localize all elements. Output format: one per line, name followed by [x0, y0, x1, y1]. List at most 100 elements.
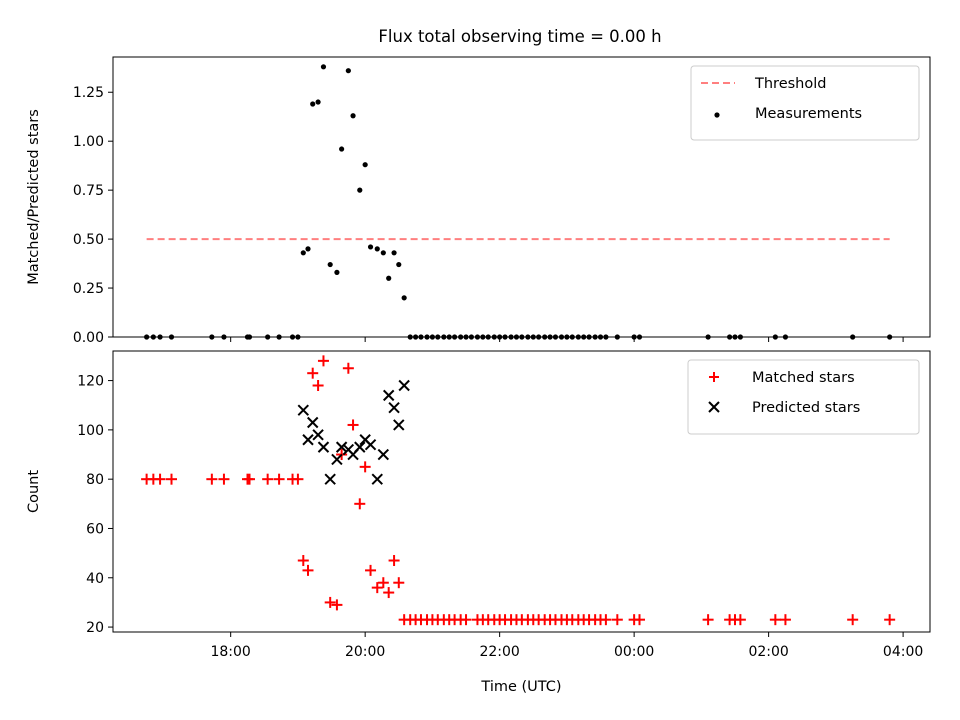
measurement-point — [513, 334, 520, 340]
predicted-star-point — [324, 473, 336, 485]
matched-star-point — [342, 362, 354, 374]
measurement-point — [396, 261, 402, 268]
legend: Threshold Measurements — [690, 65, 920, 141]
x-stroke — [335, 441, 348, 453]
matched-star-point — [847, 614, 859, 626]
top-panel-ratio: 0.00 0.25 0.50 0.75 1.00 1.25 Matched/Predicte… — [26, 56, 931, 346]
y-axis-label: Matched/Predicted stars — [26, 109, 42, 285]
matched-star-point — [600, 614, 612, 626]
measurement-point — [614, 334, 620, 340]
legend-frame — [690, 65, 920, 141]
legend-label: Measurements — [755, 106, 862, 122]
measurement-point — [345, 68, 351, 74]
measurement-point — [558, 334, 565, 340]
legend-plus-marker — [709, 372, 719, 382]
matched-star-point — [359, 461, 371, 473]
matched-star-point — [779, 614, 791, 626]
x-stroke — [377, 448, 390, 461]
measurement-point — [289, 334, 296, 340]
plot-frame — [112, 350, 931, 633]
matched-star-point — [307, 367, 319, 379]
y-tick-label: 120 — [77, 374, 104, 390]
matched-star-point — [331, 599, 343, 611]
x-stroke — [312, 429, 324, 441]
matched-star-point — [371, 582, 383, 594]
measurement-point — [320, 64, 327, 70]
matched-star-point — [206, 473, 218, 485]
x-axis-label: Time (UTC) — [480, 679, 561, 695]
legend-label: Predicted stars — [752, 400, 860, 416]
x-stroke — [302, 434, 314, 446]
measurement-point — [327, 261, 333, 268]
x-tick-label: 20:00 — [345, 644, 385, 660]
measurement-point — [412, 334, 419, 340]
matched-star-point — [611, 614, 623, 626]
measurement-point — [157, 334, 163, 340]
measurement-point — [334, 269, 340, 275]
predicted-star-point — [393, 419, 405, 431]
matched-star-point — [218, 473, 230, 485]
measurement-point — [737, 334, 743, 340]
legend-frame — [687, 359, 920, 435]
x-tick-label: 04:00 — [883, 644, 923, 660]
x-stroke — [382, 389, 395, 402]
predicted-star-point — [302, 434, 314, 446]
measurement-point — [463, 334, 469, 340]
matched-star-point — [154, 473, 166, 485]
measurement-point — [705, 334, 711, 340]
measurement-point — [530, 334, 536, 340]
matched-star-point — [734, 614, 746, 626]
x-stroke — [393, 419, 405, 431]
x-stroke — [324, 473, 336, 485]
matched-star-point — [244, 473, 256, 485]
measurement-point — [424, 334, 430, 340]
series-predicted-stars — [297, 379, 410, 485]
measurement-point — [592, 334, 598, 340]
measurement-point — [401, 295, 407, 301]
matched-star-point — [347, 419, 359, 431]
series-matched-stars — [141, 355, 896, 626]
matched-star-point — [460, 614, 472, 626]
matched-star-point — [383, 587, 395, 599]
matched-star-point — [297, 555, 309, 567]
legend-x-marker — [708, 401, 720, 413]
measurement-point — [519, 334, 525, 340]
measurement-point — [221, 334, 227, 340]
x-stroke — [708, 401, 720, 413]
measurement-point — [491, 334, 497, 340]
x-tick-label: 02:00 — [748, 644, 788, 660]
measurement-point — [552, 334, 559, 340]
measurement-point — [300, 250, 306, 256]
y-tick-label: 0.50 — [73, 232, 104, 248]
measurement-point — [536, 334, 542, 340]
y-tick-label: 0.00 — [73, 330, 104, 346]
legend-label: Threshold — [754, 76, 826, 92]
measurement-point — [497, 334, 503, 340]
measurement-point — [569, 334, 575, 340]
measurement-point — [144, 334, 150, 340]
measurement-point — [542, 334, 548, 340]
measurement-point — [305, 246, 311, 252]
measurement-point — [547, 334, 553, 340]
series-measurements — [144, 64, 893, 340]
measurement-point — [508, 334, 514, 340]
measurement-point — [636, 334, 643, 340]
y-tick-label: 60 — [86, 521, 104, 537]
predicted-star-point — [354, 441, 366, 453]
measurement-point — [451, 334, 458, 340]
y-tick-label: 0.75 — [73, 183, 104, 199]
y-tick-label: 1.25 — [73, 85, 104, 101]
measurement-point — [727, 334, 733, 340]
x-stroke — [398, 379, 410, 392]
measurement-point — [350, 113, 356, 119]
measurement-point — [480, 334, 486, 340]
measurement-point — [772, 334, 778, 340]
y-tick-label: 40 — [86, 571, 104, 587]
measurement-point — [209, 334, 215, 340]
matched-star-point — [262, 473, 274, 485]
measurement-point — [631, 334, 637, 340]
x-tick-label: 00:00 — [614, 644, 654, 660]
matched-star-point — [324, 596, 336, 608]
x-stroke — [354, 441, 366, 453]
measurement-point — [246, 334, 253, 340]
